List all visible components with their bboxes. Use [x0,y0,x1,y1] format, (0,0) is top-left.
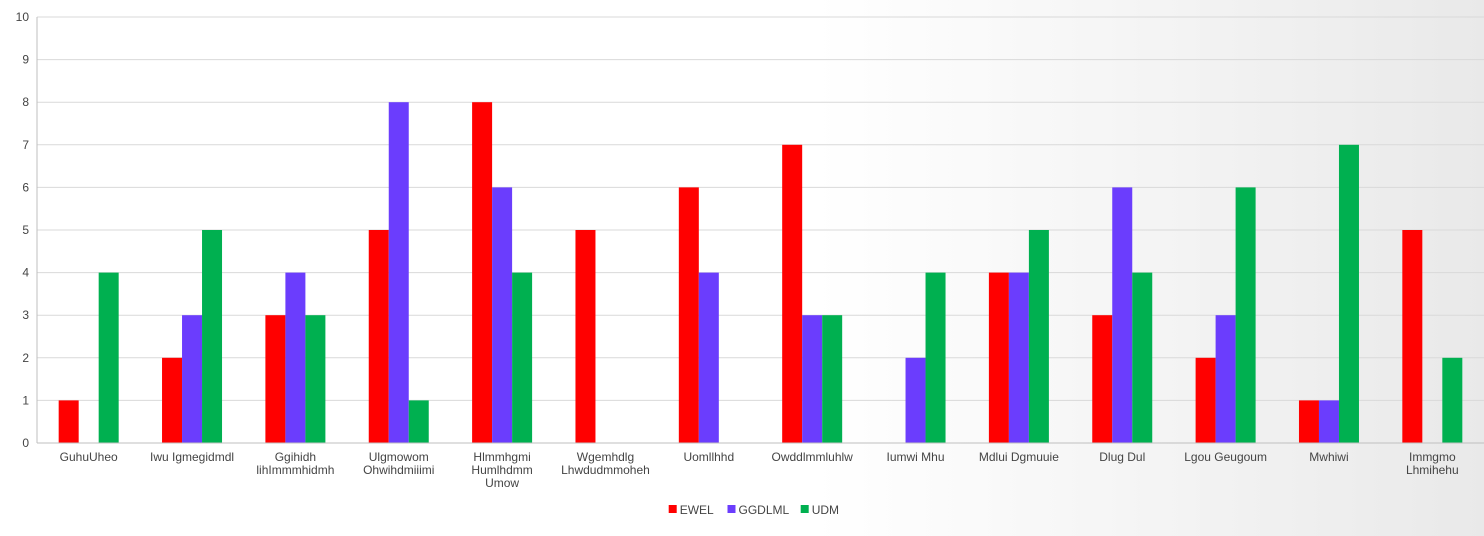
bar-ggdlml [182,315,203,443]
y-tick-label: 10 [16,10,30,24]
bar-ggdlml [1215,315,1236,443]
bar-ggdlml [698,272,719,443]
bar-ewel [472,102,493,443]
bar-ewel [58,400,79,443]
legend-item-udm: UDM [800,503,839,517]
bar-udm [98,272,119,443]
legend-swatch [800,505,809,513]
x-tick-label: Wgemhdlg Lhwdudmmoheh [561,450,650,477]
y-tick-label: 8 [22,95,29,109]
legend-label: UDM [812,503,839,517]
bar-ewel [678,187,699,443]
bar-ggdlml [1318,400,1339,443]
bar-udm [512,272,533,443]
x-tick-label-line: Lgou Geugoum [1184,450,1267,464]
bar-ewel [1298,400,1319,443]
x-tick-label-line: Mdlui Dgmuuie [979,450,1059,464]
y-tick-label: 1 [22,393,29,407]
x-tick-label: Mwhiwi [1309,450,1348,464]
bar-ewel [265,315,286,443]
bar-udm [1235,187,1256,443]
y-tick-label: 3 [22,308,29,322]
bar-ewel [782,144,803,444]
grid-lines [37,16,1484,401]
legend-item-ewel: EWEL [668,503,714,517]
bar-udm [1132,272,1153,443]
x-tick-label-line: Uomllhhd [683,450,734,464]
bar-udm [305,315,326,443]
x-tick-label: Uomllhhd [683,450,734,464]
y-tick-label: 6 [22,180,29,194]
x-tick-label-line: Mwhiwi [1309,450,1348,464]
x-tick-label-line: Lhwdudmmoheh [561,463,650,477]
bar-udm [1442,357,1463,443]
bar-ggdlml [1112,187,1133,443]
x-tick-label: Mdlui Dgmuuie [979,450,1059,464]
y-tick-label: 0 [22,436,29,450]
x-tick-label-line: Ulgmowom [369,450,429,464]
bar-ewel [1092,315,1113,443]
x-tick-label: Lgou Geugoum [1184,450,1267,464]
x-tick-label: Dlug Dul [1099,450,1145,464]
x-tick-label-line: Hlmmhgmi [473,450,530,464]
bar-udm [1338,144,1359,444]
x-tick-label: Ulgmowom Ohwihdmiiimi [363,450,434,477]
bar-ggdlml [388,102,409,443]
legend-label: GGDLML [739,503,790,517]
axes [36,17,1484,444]
bar-udm [822,315,843,443]
x-tick-label: Iwu Igmegidmdl [150,450,234,464]
x-tick-label-line: Ggihidh [275,450,316,464]
x-tick-label-line: Humlhdmm [471,463,532,477]
x-tick-label-line: Dlug Dul [1099,450,1145,464]
legend-label: EWEL [680,503,714,517]
legend-swatch [727,505,736,513]
bars [58,102,1463,444]
legend: EWEL GGDLML UDM [668,503,839,517]
x-tick-label: GuhuUheo [60,450,118,464]
x-tick-label-line: Wgemhdlg [577,450,634,464]
x-tick-label: Iumwi Mhu [887,450,945,464]
bar-ewel [988,272,1009,443]
x-tick-label: Hlmmhgmi Humlhdmm Umow [471,450,532,490]
y-tick-label: 2 [22,351,29,365]
y-tick-label: 4 [22,266,29,280]
bar-ewel [1402,230,1423,443]
x-tick-label: Immgmo Lhmihehu [1406,450,1459,477]
legend-item-ggdlml: GGDLML [727,503,790,517]
bar-ggdlml [905,357,926,443]
bar-ewel [1195,357,1216,443]
x-tick-label: Ggihidh lihImmmhidmh [256,450,334,477]
bar-ggdlml [1008,272,1029,443]
bar-udm [202,230,223,443]
bar-ewel [575,230,596,443]
x-tick-label-line: Iwu Igmegidmdl [150,450,234,464]
x-tick-label-line: Umow [485,476,519,490]
bar-udm [408,400,429,443]
x-tick-label-line: Immgmo [1409,450,1456,464]
x-tick-label-line: Lhmihehu [1406,463,1459,477]
y-tick-label: 5 [22,223,29,237]
x-tick-label-line: Iumwi Mhu [887,450,945,464]
bar-ewel [368,230,389,443]
x-tick-label-line: GuhuUheo [60,450,118,464]
x-tick-label-line: lihImmmhidmh [256,463,334,477]
y-axis-ticks: 0 1 2 3 4 5 6 7 8 9 10 [16,10,30,450]
x-tick-label-line: Owddlmmluhlw [771,450,853,464]
bar-ewel [162,357,183,443]
x-tick-label-line: Ohwihdmiiimi [363,463,434,477]
bar-ggdlml [802,315,823,443]
bar-ggdlml [492,187,513,443]
bar-udm [1028,230,1049,443]
bar-udm [925,272,946,443]
legend-swatch [668,505,677,513]
y-tick-label: 9 [22,53,29,67]
x-axis-labels: GuhuUheo Iwu Igmegidmdl Ggihidh lihImmmhidm… [60,450,1459,490]
y-tick-label: 7 [22,138,29,152]
x-tick-label: Owddlmmluhlw [771,450,853,464]
bar-ggdlml [285,272,306,443]
